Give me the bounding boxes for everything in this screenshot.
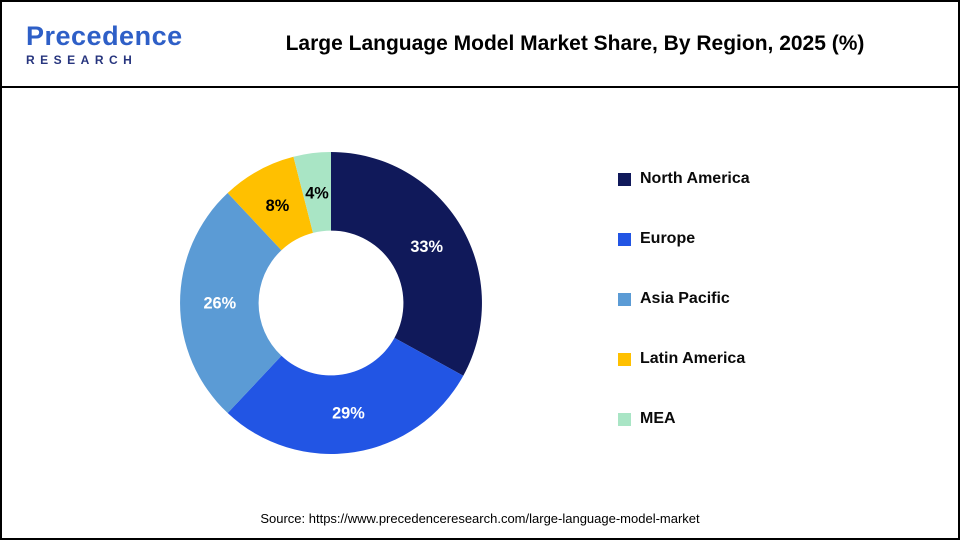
precedence-research-logo: Precedence RESEARCH xyxy=(26,20,226,67)
chart-legend: North America Europe Asia Pacific Latin Ame… xyxy=(618,168,750,468)
source-text: Source: https://www.precedenceresearch.c… xyxy=(260,511,700,526)
legend-item-mea: MEA xyxy=(618,408,750,430)
legend-swatch-asia-pacific xyxy=(618,292,631,306)
legend-label-europe: Europe xyxy=(640,230,696,247)
slice-value-label-north-america: 33% xyxy=(410,238,443,256)
legend-item-north-america: North America xyxy=(618,168,750,190)
slice-value-label-europe: 29% xyxy=(332,404,365,422)
slice-value-label-asia-pacific: 26% xyxy=(203,295,236,313)
logo-name: Precedence xyxy=(26,20,183,51)
legend-item-europe: Europe xyxy=(618,228,750,250)
donut-chart: 33% 29% 26% 8% 4% xyxy=(180,152,482,454)
legend-label-north-america: North America xyxy=(640,170,750,187)
header: Precedence RESEARCH Large Language Model… xyxy=(2,2,958,88)
slice-value-label-mea: 4% xyxy=(305,184,329,202)
slice-value-label-latin-america: 8% xyxy=(266,197,290,215)
logo-subtitle: RESEARCH xyxy=(26,52,138,67)
legend-swatch-latin-america xyxy=(618,352,631,366)
legend-label-asia-pacific: Asia Pacific xyxy=(640,290,730,307)
legend-swatch-europe xyxy=(618,232,631,246)
donut-slice-europe xyxy=(227,337,464,454)
legend-swatch-north-america xyxy=(618,172,631,186)
donut-slice-latin-america xyxy=(227,156,313,251)
legend-item-latin-america: Latin America xyxy=(618,348,750,370)
donut-slice-mea xyxy=(293,152,331,233)
donut-slice-asia-pacific xyxy=(180,192,282,414)
legend-label-latin-america: Latin America xyxy=(640,350,746,367)
legend-item-asia-pacific: Asia Pacific xyxy=(618,288,750,310)
legend-label-mea: MEA xyxy=(640,410,676,427)
page-title: Large Language Model Market Share, By Re… xyxy=(285,32,865,55)
legend-swatch-mea xyxy=(618,412,631,426)
donut-slice-north-america xyxy=(331,152,482,376)
